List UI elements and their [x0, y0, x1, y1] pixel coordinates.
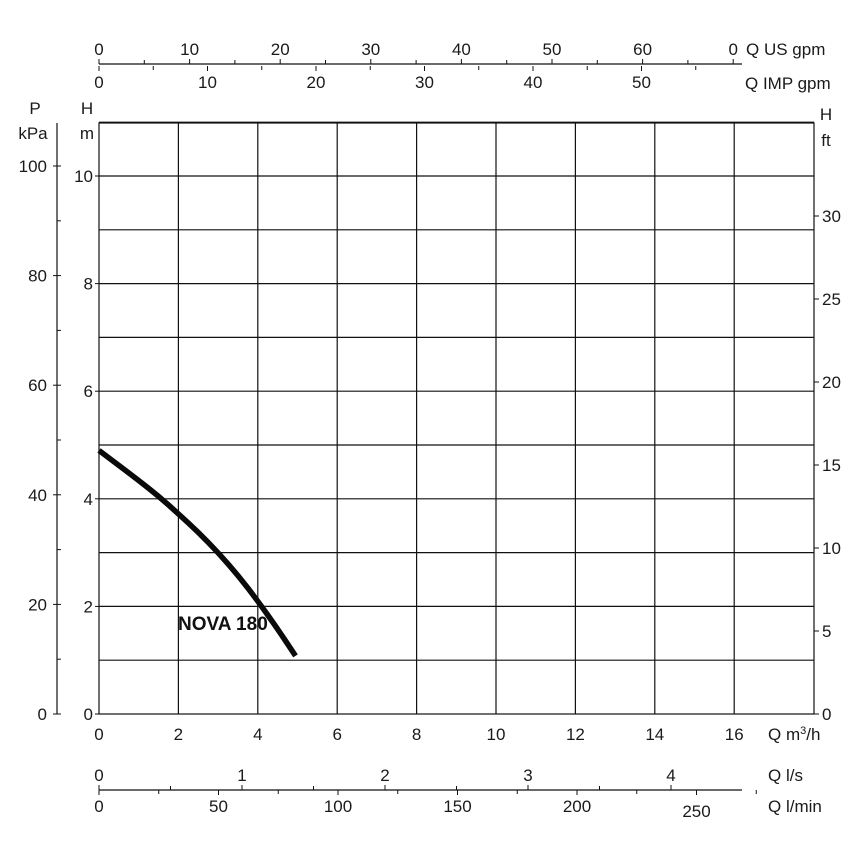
imp-gpm-tick-label: 0: [94, 73, 103, 92]
head-ft-tick-label: 0: [822, 705, 831, 724]
us-gpm-tick-label: 40: [452, 40, 471, 59]
flow-m3h-tick-label: 10: [487, 725, 506, 744]
head-ft-tick-label: 10: [822, 539, 841, 558]
flow-ls-tick-label: 2: [380, 766, 389, 785]
flow-m3h-tick-label: 2: [174, 725, 183, 744]
imp-gpm-axis-label: Q IMP gpm: [745, 74, 831, 93]
us-gpm-tick-label: 0: [94, 40, 103, 59]
flow-ls-tick-label: 4: [666, 766, 675, 785]
pressure-tick-label: 100: [19, 157, 47, 176]
head-m-tick-label: 8: [84, 275, 93, 294]
head-m-tick-label: 10: [74, 167, 93, 186]
flow-lmin-tick-label: 50: [209, 797, 228, 816]
head-m-axis-label-top: H: [81, 99, 93, 118]
imp-gpm-tick-label: 30: [415, 73, 434, 92]
flow-ls-tick-label: 1: [237, 766, 246, 785]
flow-m3h-tick-label: 14: [645, 725, 664, 744]
head-m-axis-label-bottom: m: [80, 124, 94, 143]
flow-ls-tick-label: 3: [523, 766, 532, 785]
head-m-tick-label: 6: [84, 382, 93, 401]
flow-lmin-tick-label: 0: [94, 797, 103, 816]
flow-m3h-axis-label: Q m3/h: [768, 725, 820, 744]
head-ft-axis-label-bottom: ft: [821, 131, 831, 150]
tick-labels: 020406080100PkPa0246810Hm051015202530Hft…: [18, 40, 841, 821]
us-gpm-tick-label: 50: [543, 40, 562, 59]
flow-m3h-tick-label: 0: [94, 725, 103, 744]
head-ft-tick-label: 25: [822, 290, 841, 309]
series-curve-nova-180: [97, 448, 298, 658]
flow-m3h-tick-label: 16: [725, 725, 744, 744]
flow-lmin-tick-label: 150: [443, 797, 471, 816]
pressure-tick-label: 80: [28, 267, 47, 286]
flow-m3h-tick-label: 4: [253, 725, 262, 744]
axes: [53, 59, 819, 795]
us-gpm-tick-label: 30: [361, 40, 380, 59]
series: NOVA 180: [97, 448, 298, 658]
us-gpm-tick-label: 0: [728, 40, 737, 59]
pressure-axis-label-top: P: [29, 99, 40, 118]
imp-gpm-tick-label: 50: [632, 73, 651, 92]
head-ft-tick-label: 30: [822, 207, 841, 226]
flow-m3h-tick-label: 8: [412, 725, 421, 744]
head-m-tick-label: 0: [84, 705, 93, 724]
flow-ls-tick-label: 0: [94, 766, 103, 785]
pressure-tick-label: 0: [38, 705, 47, 724]
imp-gpm-tick-label: 20: [307, 73, 326, 92]
head-m-tick-label: 4: [84, 490, 93, 509]
flow-lmin-tick-label: 100: [324, 797, 352, 816]
series-label-nova-180: NOVA 180: [178, 614, 268, 635]
us-gpm-axis-label: Q US gpm: [746, 40, 825, 59]
flow-m3h-tick-label: 12: [566, 725, 585, 744]
flow-lmin-axis-label: Q l/min: [768, 797, 822, 816]
head-ft-tick-label: 5: [822, 622, 831, 641]
us-gpm-tick-label: 10: [180, 40, 199, 59]
pressure-tick-label: 40: [28, 486, 47, 505]
imp-gpm-tick-label: 40: [524, 73, 543, 92]
flow-lmin-tick-label: 250: [682, 802, 710, 821]
pressure-tick-label: 20: [28, 595, 47, 614]
us-gpm-tick-label: 60: [633, 40, 652, 59]
pressure-tick-label: 60: [28, 376, 47, 395]
imp-gpm-tick-label: 10: [198, 73, 217, 92]
flow-m3h-tick-label: 6: [332, 725, 341, 744]
grid: [98, 121, 815, 715]
flow-lmin-tick-label: 200: [563, 797, 591, 816]
plot-frame: [98, 122, 815, 715]
head-ft-tick-label: 20: [822, 373, 841, 392]
flow-ls-axis-label: Q l/s: [768, 766, 803, 785]
head-ft-axis-label-top: H: [820, 105, 832, 124]
head-m-tick-label: 2: [84, 597, 93, 616]
head-ft-tick-label: 15: [822, 456, 841, 475]
us-gpm-tick-label: 20: [271, 40, 290, 59]
pressure-axis-label-bottom: kPa: [18, 124, 48, 143]
